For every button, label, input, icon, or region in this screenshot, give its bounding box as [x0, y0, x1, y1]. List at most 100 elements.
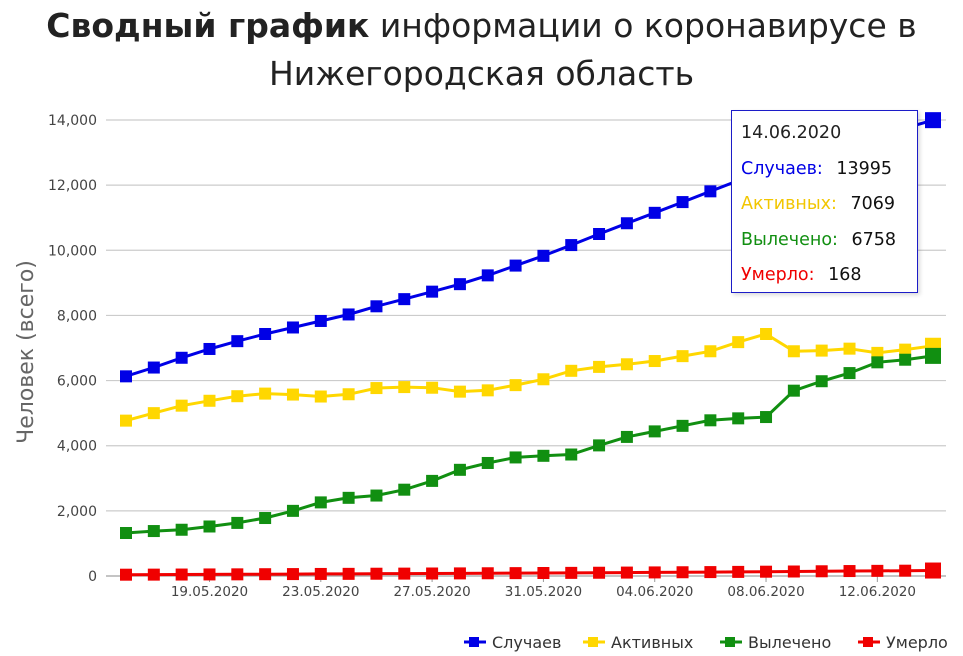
data-point[interactable] [398, 567, 411, 580]
data-point[interactable] [537, 567, 550, 580]
data-point[interactable] [537, 373, 550, 386]
data-point[interactable] [509, 567, 522, 580]
legend-label[interactable]: Умерло [886, 633, 948, 652]
data-point[interactable] [620, 358, 633, 371]
data-point[interactable] [231, 516, 244, 529]
data-point[interactable] [481, 456, 494, 469]
data-point[interactable] [676, 566, 689, 579]
data-point[interactable] [370, 567, 383, 580]
data-point[interactable] [175, 568, 188, 581]
data-point[interactable] [231, 568, 244, 581]
data-point[interactable] [760, 411, 773, 424]
data-point[interactable] [342, 388, 355, 401]
data-point[interactable] [704, 566, 717, 579]
data-point[interactable] [314, 390, 327, 403]
data-point[interactable] [787, 345, 800, 358]
data-point[interactable] [259, 568, 272, 581]
data-point[interactable] [147, 361, 160, 374]
data-point[interactable] [203, 394, 216, 407]
data-point[interactable] [815, 565, 828, 578]
data-point[interactable] [259, 327, 272, 340]
data-point[interactable] [286, 388, 299, 401]
data-point[interactable] [871, 564, 884, 577]
data-point[interactable] [286, 568, 299, 581]
data-point[interactable] [453, 567, 466, 580]
data-point[interactable] [648, 566, 661, 579]
data-point[interactable] [398, 293, 411, 306]
data-point[interactable] [231, 335, 244, 348]
data-point[interactable] [899, 343, 912, 356]
data-point[interactable] [871, 356, 884, 369]
data-point[interactable] [120, 370, 132, 383]
data-point[interactable] [509, 451, 522, 464]
data-point[interactable] [787, 565, 800, 578]
data-point[interactable] [453, 385, 466, 398]
data-point[interactable] [593, 228, 606, 240]
data-point[interactable] [899, 564, 912, 577]
data-point[interactable] [593, 566, 606, 579]
data-point[interactable] [481, 269, 494, 282]
data-point[interactable] [314, 314, 327, 327]
data-point[interactable] [871, 346, 884, 359]
data-point[interactable] [925, 347, 941, 364]
data-point[interactable] [732, 412, 745, 425]
data-point[interactable] [426, 285, 439, 298]
data-point[interactable] [676, 350, 689, 363]
data-point[interactable] [815, 375, 828, 388]
data-point[interactable] [259, 512, 272, 525]
data-point[interactable] [259, 387, 272, 400]
data-point[interactable] [509, 259, 522, 272]
data-point[interactable] [453, 463, 466, 476]
data-point[interactable] [314, 567, 327, 580]
data-point[interactable] [704, 185, 717, 198]
data-point[interactable] [648, 425, 661, 438]
data-point[interactable] [593, 439, 606, 452]
data-point[interactable] [203, 520, 216, 533]
data-point[interactable] [370, 489, 383, 502]
data-point[interactable] [120, 568, 132, 581]
data-point[interactable] [120, 527, 132, 540]
data-point[interactable] [648, 206, 661, 219]
data-point[interactable] [676, 419, 689, 432]
data-point[interactable] [565, 566, 578, 579]
data-point[interactable] [787, 384, 800, 397]
data-point[interactable] [620, 430, 633, 443]
legend[interactable]: Случаев Активных Вылечено Умерло [464, 633, 948, 652]
data-point[interactable] [620, 217, 633, 230]
data-point[interactable] [481, 567, 494, 580]
data-point[interactable] [704, 414, 717, 427]
data-point[interactable] [925, 562, 941, 579]
data-point[interactable] [620, 566, 633, 579]
data-point[interactable] [370, 300, 383, 313]
data-point[interactable] [147, 568, 160, 581]
data-point[interactable] [147, 407, 160, 420]
data-point[interactable] [732, 336, 745, 349]
legend-label[interactable]: Активных [611, 633, 693, 652]
data-point[interactable] [286, 504, 299, 517]
data-point[interactable] [509, 379, 522, 392]
data-point[interactable] [843, 367, 856, 380]
data-point[interactable] [453, 278, 466, 291]
data-point[interactable] [426, 381, 439, 394]
data-point[interactable] [648, 355, 661, 368]
data-point[interactable] [426, 567, 439, 580]
data-point[interactable] [760, 565, 773, 578]
data-point[interactable] [565, 239, 578, 252]
data-point[interactable] [925, 112, 941, 129]
data-point[interactable] [175, 523, 188, 536]
data-point[interactable] [704, 345, 717, 358]
data-point[interactable] [120, 414, 132, 427]
data-point[interactable] [398, 483, 411, 496]
data-point[interactable] [760, 327, 773, 340]
data-point[interactable] [815, 344, 828, 357]
data-point[interactable] [537, 449, 550, 462]
data-point[interactable] [843, 565, 856, 578]
data-point[interactable] [593, 360, 606, 373]
data-point[interactable] [175, 399, 188, 412]
data-point[interactable] [565, 364, 578, 377]
data-point[interactable] [426, 474, 439, 487]
data-point[interactable] [203, 568, 216, 581]
data-point[interactable] [565, 448, 578, 461]
data-point[interactable] [676, 196, 689, 209]
data-point[interactable] [231, 390, 244, 403]
